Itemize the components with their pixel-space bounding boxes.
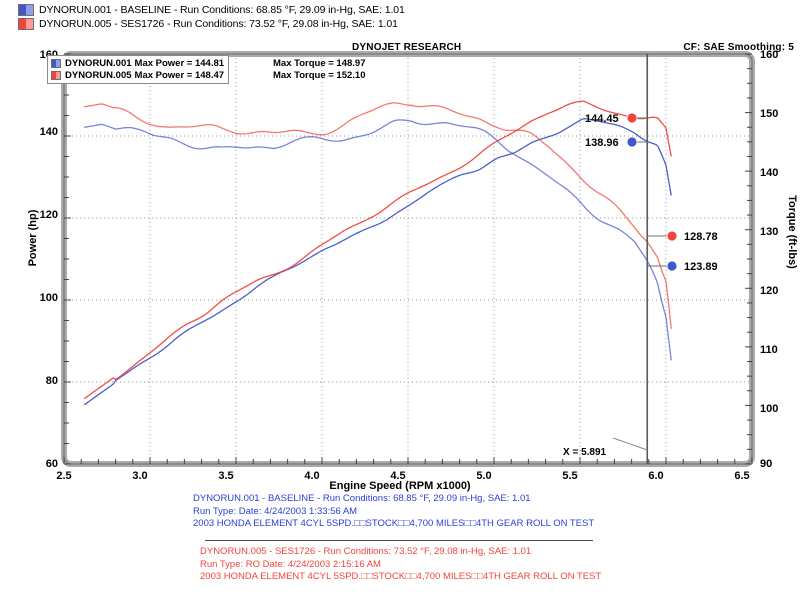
plot-legend-swatch-blue (51, 59, 61, 68)
readout-torque-red: 128.78 (684, 231, 718, 243)
legend-swatch-red (18, 17, 34, 30)
readout-markers (626, 112, 678, 272)
y-right-tick-160: 160 (760, 49, 779, 61)
x-tick-6-0: 6.0 (648, 470, 664, 482)
y-left-tick-100: 100 (39, 292, 58, 304)
y-left-tick-120: 120 (39, 209, 58, 221)
caption-baseline-line-3: 2003 HONDA ELEMENT 4CYL 5SPD.□□STOCK□□4,… (193, 518, 595, 529)
top-legend-row-2: DYNORUN.005 - SES1726 - Run Conditions: … (18, 17, 538, 30)
x-tick-2-5: 2.5 (56, 470, 72, 482)
plot-legend-maxpower-1: Max Power = 144.81 (134, 58, 225, 69)
y-right-tick-140: 140 (760, 167, 779, 179)
caption-ses-line-3: 2003 HONDA ELEMENT 4CYL 5SPD.□□STOCK□□4,… (200, 571, 602, 582)
caption-baseline-line-2: Run Type: Date: 4/24/2003 1:33:56 AM (193, 505, 358, 517)
readout-power-red: 144.45 (585, 113, 619, 125)
plot-legend-run-2: DYNORUN.005 (65, 70, 132, 81)
top-legend: DYNORUN.001 - BASELINE - Run Conditions:… (18, 3, 538, 31)
axis-ticks (63, 53, 753, 465)
plot-legend-row-1: DYNORUN.001 Max Power = 144.81 Max Torqu… (51, 58, 366, 69)
cf-smoothing-info: CF: SAE Smoothing: 5 (683, 42, 794, 53)
plot-legend-swatch-red (51, 71, 61, 80)
readout-power-blue: 138.96 (585, 137, 619, 149)
plot-legend-maxtorque-2: Max Torque = 152.10 (273, 70, 366, 81)
plot-legend: DYNORUN.001 Max Power = 144.81 Max Torqu… (47, 55, 366, 84)
caption-baseline: DYNORUN.001 - BASELINE - Run Conditions:… (193, 493, 594, 531)
x-tick-6-5: 6.5 (734, 470, 750, 482)
y-right-tick-100: 100 (760, 403, 779, 415)
x-cursor-value: X = 5.891 (563, 447, 607, 458)
plot-legend-maxtorque-1: Max Torque = 148.97 (273, 58, 366, 69)
top-legend-row-1: DYNORUN.001 - BASELINE - Run Conditions:… (18, 3, 538, 16)
series-lines (83, 100, 672, 406)
plot-legend-row-2: DYNORUN.005 Max Power = 148.47 Max Torqu… (51, 70, 366, 81)
y-right-tick-90: 90 (760, 458, 773, 470)
y-left-tick-80: 80 (45, 375, 58, 387)
brand-title: DYNOJET RESEARCH (352, 42, 462, 53)
x-axis-title: Engine Speed (RPM x1000) (329, 480, 471, 492)
y-right-tick-130: 130 (760, 226, 779, 238)
top-legend-label-2: DYNORUN.005 - SES1726 - Run Conditions: … (39, 17, 398, 30)
x-cursor-line[interactable] (613, 54, 649, 464)
plot-legend-run-1: DYNORUN.001 (65, 58, 132, 69)
caption-divider (205, 540, 593, 541)
y-left-tick-60: 60 (45, 458, 58, 470)
y-right-tick-110: 110 (760, 344, 778, 356)
x-tick-4-0: 4.0 (304, 470, 320, 482)
y-right-tick-150: 150 (760, 108, 779, 120)
caption-ses-line-2: Run Type: RO Date: 4/24/2003 2:15:16 AM (200, 558, 381, 570)
gridlines (64, 54, 752, 464)
x-tick-3-0: 3.0 (132, 470, 148, 482)
x-tick-4-5: 4.5 (390, 470, 406, 482)
y-left-tick-140: 140 (39, 126, 58, 138)
x-tick-5-5: 5.5 (562, 470, 578, 482)
caption-ses1726: DYNORUN.005 - SES1726 - Run Conditions: … (200, 546, 601, 584)
top-legend-label-1: DYNORUN.001 - BASELINE - Run Conditions:… (39, 3, 405, 16)
caption-ses-line-1: DYNORUN.005 - SES1726 - Run Conditions: … (200, 546, 532, 557)
plot-legend-maxpower-2: Max Power = 148.47 (134, 70, 225, 81)
y-right-tick-120: 120 (760, 285, 779, 297)
x-tick-3-5: 3.5 (218, 470, 234, 482)
legend-swatch-blue (18, 3, 34, 16)
readout-torque-blue: 123.89 (684, 261, 718, 273)
x-tick-5-0: 5.0 (476, 470, 492, 482)
caption-baseline-line-1: DYNORUN.001 - BASELINE - Run Conditions:… (193, 493, 531, 504)
